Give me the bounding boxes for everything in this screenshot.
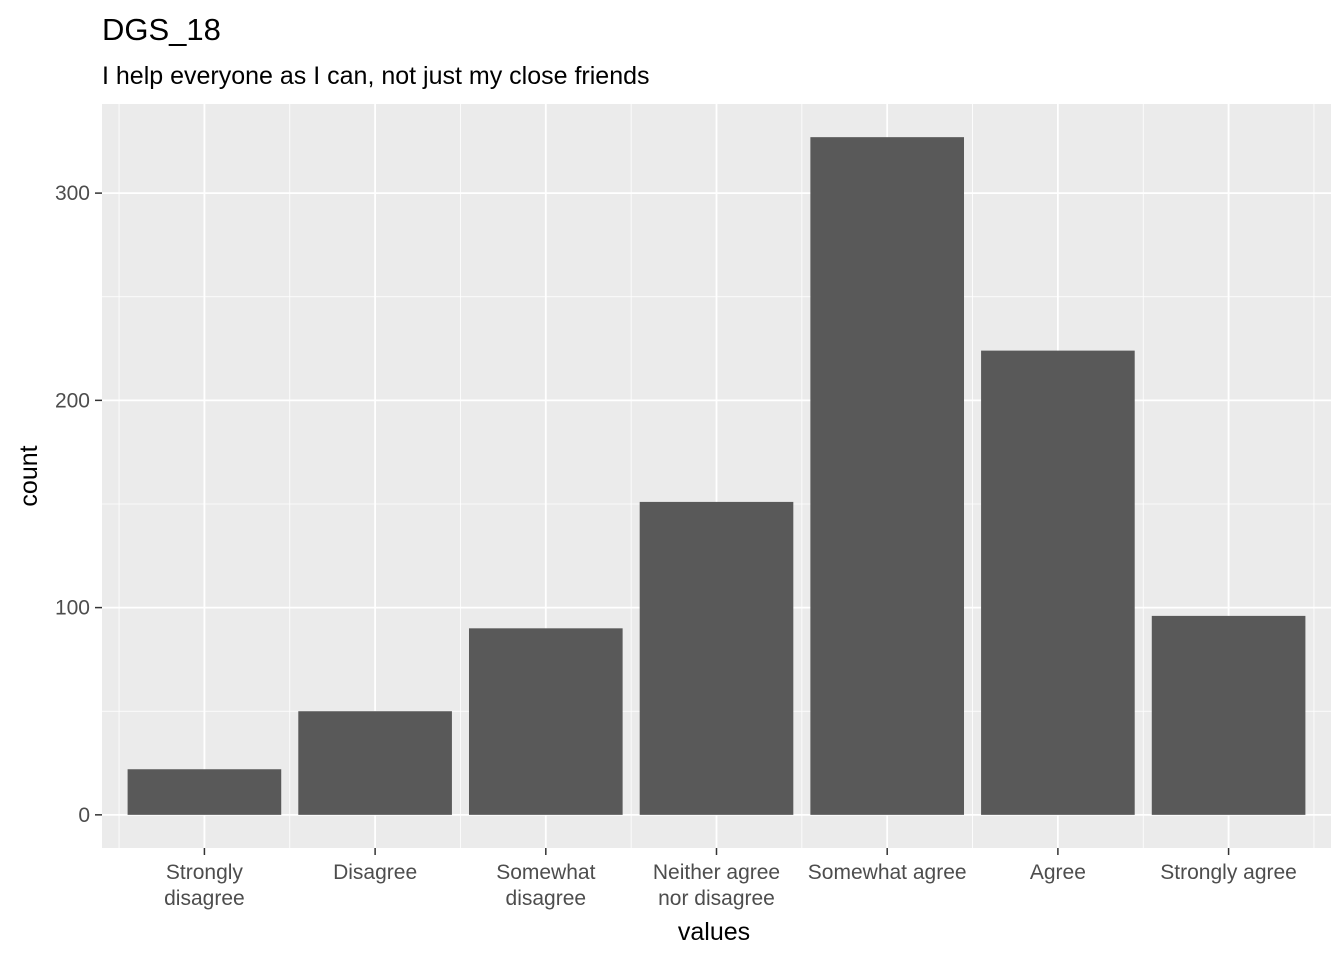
x-tick-label-line: Neither agree <box>653 861 780 884</box>
y-tick-label: 0 <box>78 804 90 827</box>
x-tick-label-line: Strongly agree <box>1160 861 1297 884</box>
bar <box>810 137 965 815</box>
x-tick-label: Agree <box>1030 861 1086 884</box>
bar <box>298 711 452 815</box>
y-axis-title: count <box>15 445 43 506</box>
bar <box>127 769 282 815</box>
y-tick-label: 200 <box>55 389 90 412</box>
x-tick-label-line: Disagree <box>333 861 417 884</box>
x-tick-label: Neither agree nor disagree <box>653 861 780 910</box>
chart-title: DGS_18 <box>102 12 221 47</box>
bar <box>1151 615 1306 815</box>
x-tick-label-line: Somewhat <box>496 861 595 884</box>
x-tick-label-line: Agree <box>1030 861 1086 884</box>
chart-subtitle: I help everyone as I can, not just my cl… <box>102 62 650 90</box>
bar <box>468 628 623 815</box>
x-tick-label-line: nor disagree <box>658 887 775 910</box>
x-tick-label: Somewhat agree <box>808 861 967 884</box>
x-tick-label-line: disagree <box>164 887 245 910</box>
y-tick-label: 300 <box>55 182 90 205</box>
bar <box>981 350 1135 815</box>
x-tick-label: Strongly disagree <box>164 861 245 910</box>
x-axis-title: values <box>678 918 750 946</box>
y-tick-label: 100 <box>55 597 90 620</box>
x-tick-label: Disagree <box>333 861 417 884</box>
x-tick-label-line: Strongly <box>166 861 244 884</box>
x-tick-label: Strongly agree <box>1160 861 1297 884</box>
bar <box>639 501 794 815</box>
x-tick-label-line: disagree <box>506 887 587 910</box>
x-tick-label: Somewhat disagree <box>496 861 595 910</box>
x-tick-label-line: Somewhat agree <box>808 861 967 884</box>
plot-panel: 0 100 200 300 Strongly disagree Disagree Somewh… <box>55 104 1331 910</box>
